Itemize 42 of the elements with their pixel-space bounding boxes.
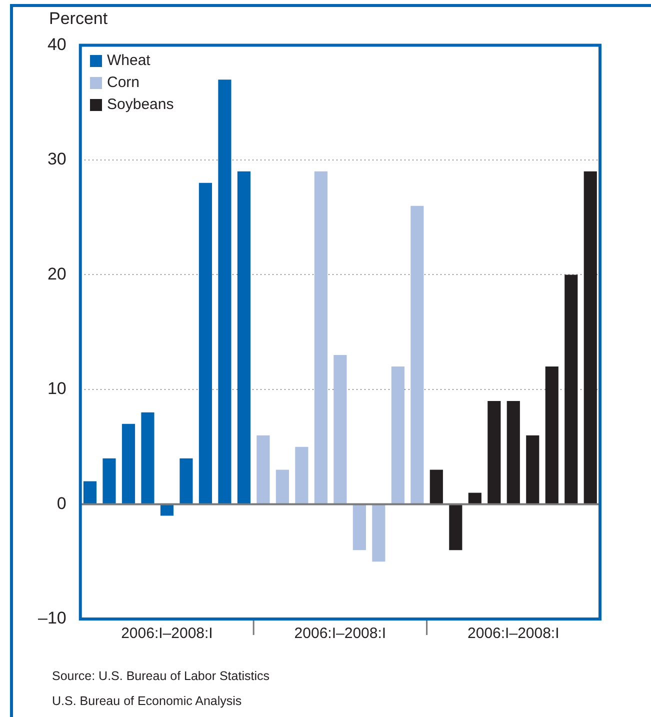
bar xyxy=(295,446,308,504)
bar xyxy=(391,366,404,504)
bar xyxy=(545,366,558,504)
bar xyxy=(218,80,232,504)
bar xyxy=(334,355,347,504)
bar xyxy=(430,470,443,504)
bar xyxy=(584,171,597,504)
y-tick-label: 20 xyxy=(47,264,66,284)
y-tick-label: 0 xyxy=(56,494,66,513)
bar xyxy=(141,412,154,504)
bar xyxy=(122,424,136,504)
bar xyxy=(256,435,270,504)
bar xyxy=(468,492,482,504)
x-tick-label: 2006:I–2008:I xyxy=(121,625,213,642)
bar xyxy=(506,400,520,504)
bar xyxy=(526,435,540,504)
bar xyxy=(449,504,462,550)
legend-label: Wheat xyxy=(107,51,150,71)
bar xyxy=(410,206,424,504)
bar xyxy=(564,274,578,504)
y-tick-label: 10 xyxy=(47,379,66,398)
x-tick-label: 2006:I–2008:I xyxy=(468,625,560,642)
bar xyxy=(488,400,501,504)
bar xyxy=(372,504,386,562)
x-tick-label: 2006:I–2008:I xyxy=(294,625,386,642)
y-tick-label: 40 xyxy=(47,34,66,54)
bar xyxy=(160,504,174,516)
bar xyxy=(237,171,250,504)
bar xyxy=(102,458,116,504)
bar xyxy=(314,171,328,504)
bar xyxy=(276,470,289,504)
bar xyxy=(352,504,366,550)
y-tick-label: –10 xyxy=(38,608,66,628)
bar xyxy=(83,481,97,504)
text: U.S. Bureau of Economic Analysis xyxy=(52,693,243,710)
legend-label: Soybeans xyxy=(107,95,174,115)
source-note: Source: U.S. Bureau of Labor Statistics xyxy=(52,668,270,685)
bar xyxy=(198,182,212,504)
bar xyxy=(180,458,193,504)
y-tick-label: 30 xyxy=(47,150,66,169)
legend-label: Corn xyxy=(107,73,140,93)
y-axis-title: Percent xyxy=(49,9,108,29)
